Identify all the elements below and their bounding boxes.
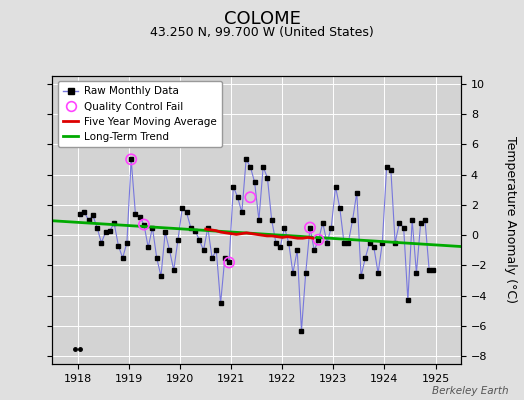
- Y-axis label: Temperature Anomaly (°C): Temperature Anomaly (°C): [504, 136, 517, 304]
- Text: COLOME: COLOME: [224, 10, 300, 28]
- Text: 43.250 N, 99.700 W (United States): 43.250 N, 99.700 W (United States): [150, 26, 374, 39]
- Text: Berkeley Earth: Berkeley Earth: [432, 386, 508, 396]
- Point: [306, 224, 314, 231]
- Point: [140, 221, 148, 228]
- Point: [127, 156, 135, 162]
- Point: [225, 259, 233, 266]
- Point: [246, 194, 255, 200]
- Legend: Raw Monthly Data, Quality Control Fail, Five Year Moving Average, Long-Term Tren: Raw Monthly Data, Quality Control Fail, …: [58, 81, 222, 147]
- Point: [314, 236, 323, 243]
